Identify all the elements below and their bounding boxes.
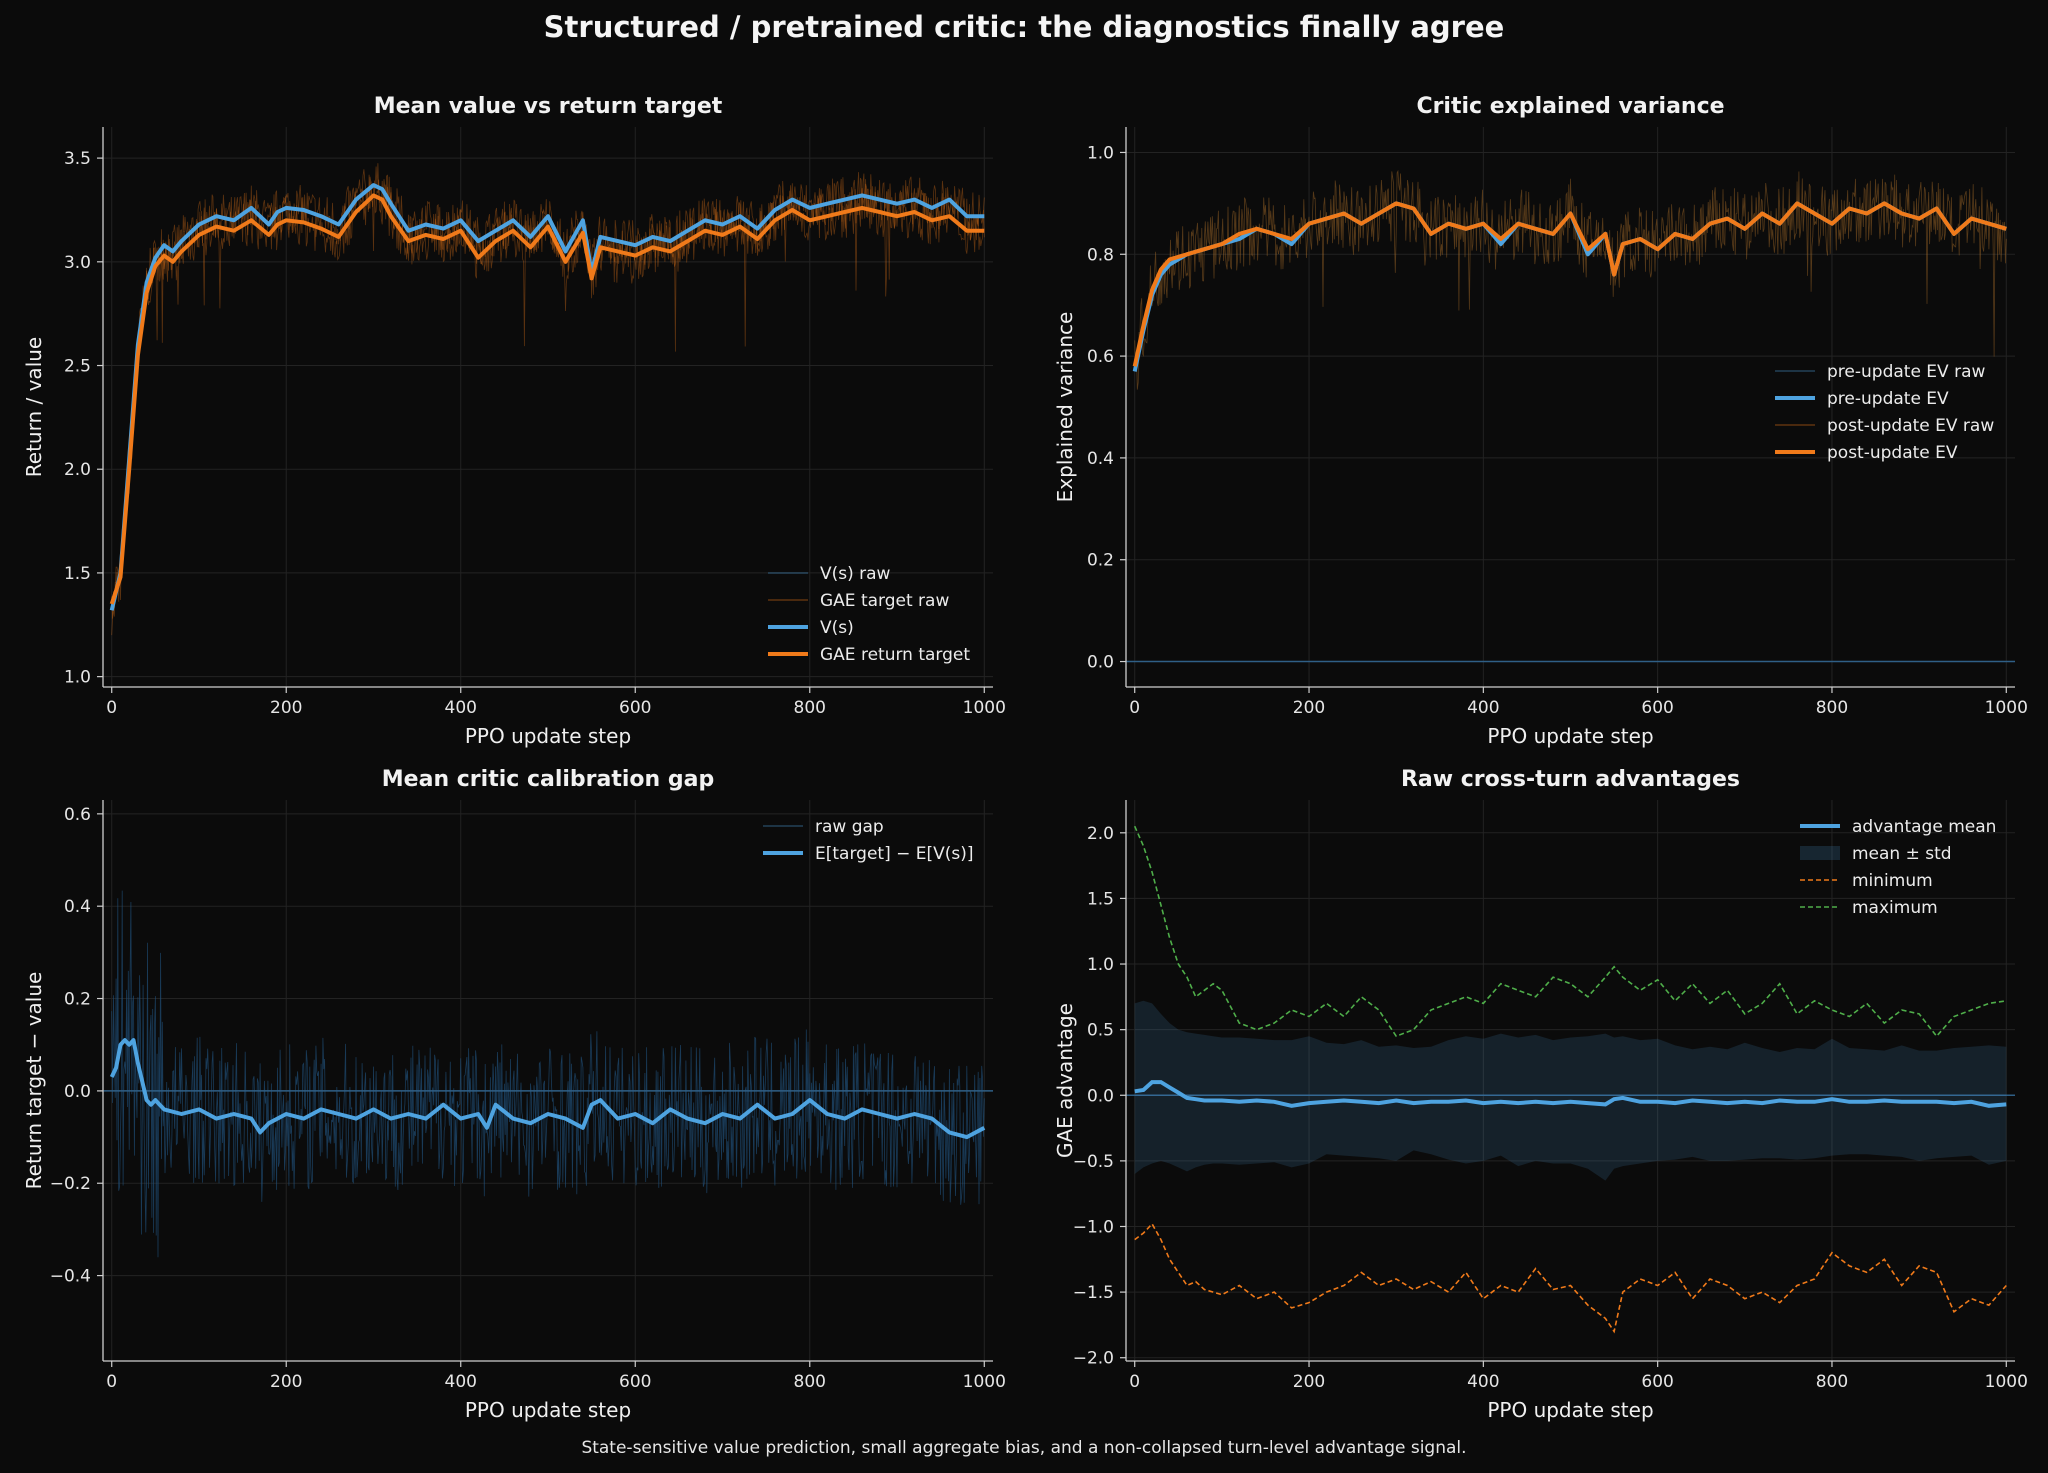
x-tick-label: 1000 <box>963 1372 1006 1392</box>
y-tick-label: −1.0 <box>1073 1217 1114 1237</box>
panel-calibration-gap: 0 200 400 600 800 1000 −0.4 −0.2 0.0 0.2 0.4 0.6 Mea… <box>22 767 1006 1422</box>
y-axis-label: Return target − value <box>22 972 46 1190</box>
y-tick-label: 0.5 <box>1087 1021 1114 1041</box>
legend-label: E[target] − E[V(s)] <box>815 844 974 864</box>
x-tick-label: 800 <box>794 698 826 718</box>
x-tick-label: 400 <box>445 698 477 718</box>
y-axis-label: GAE advantage <box>1053 1003 1077 1158</box>
x-tick-label: 1000 <box>1985 1372 2028 1392</box>
minimum-line <box>1134 1222 2007 1334</box>
y-axis-label: Explained variance <box>1053 312 1077 503</box>
y-tick-label: 1.0 <box>64 668 91 688</box>
x-tick-label: 800 <box>794 1372 826 1392</box>
panel-title: Mean value vs return target <box>374 94 723 119</box>
y-tick-label: 0.0 <box>1087 1086 1114 1106</box>
x-tick-label: 600 <box>619 1372 651 1392</box>
panel-advantages: 0 200 400 600 800 1000 −2.0 −1.5 −1.0 −0.5 0.0 0.5 1… <box>1053 767 2028 1422</box>
x-tick-label: 600 <box>619 698 651 718</box>
y-tick-label: 3.5 <box>64 149 91 169</box>
panel-mean-value: 0 200 400 600 800 1000 1.0 1.5 2.0 2.5 3.0 3.5 Mean … <box>22 94 1006 748</box>
x-tick-label: 200 <box>1293 1372 1325 1392</box>
x-tick-label: 0 <box>1129 1372 1140 1392</box>
legend-swatch <box>1800 846 1840 860</box>
x-axis-label: PPO update step <box>1487 724 1653 748</box>
y-tick-label: 2.5 <box>64 357 91 377</box>
y-tick-label: 0.2 <box>64 990 91 1010</box>
legend-label: advantage mean <box>1852 817 1996 837</box>
x-tick-label: 200 <box>270 1372 302 1392</box>
x-tick-label: 400 <box>1467 1372 1499 1392</box>
y-tick-label: 0.6 <box>64 805 91 825</box>
x-tick-label: 800 <box>1816 698 1848 718</box>
x-tick-label: 400 <box>1467 698 1499 718</box>
y-tick-label: 0.0 <box>64 1082 91 1102</box>
x-axis-label: PPO update step <box>465 724 631 748</box>
legend-label: pre-update EV <box>1827 389 1949 409</box>
legend-label: maximum <box>1852 898 1938 918</box>
y-tick-label: −0.2 <box>50 1174 91 1194</box>
legend-label: post-update EV <box>1827 443 1958 463</box>
y-tick-label: 0.8 <box>1087 245 1114 265</box>
series-line-0 <box>109 1038 986 1140</box>
y-tick-label: 2.0 <box>1087 824 1114 844</box>
x-tick-label: 200 <box>270 698 302 718</box>
y-tick-label: 0.4 <box>64 897 91 917</box>
y-tick-label: 1.0 <box>1087 955 1114 975</box>
series-line-1 <box>109 193 985 605</box>
legend-label: V(s) raw <box>820 564 891 584</box>
legend-label: GAE target raw <box>820 591 949 611</box>
y-tick-label: 1.5 <box>64 564 91 584</box>
x-tick-label: 600 <box>1641 698 1673 718</box>
y-axis-label: Return / value <box>22 337 46 477</box>
advantage-mean-line <box>1134 1080 2007 1108</box>
x-tick-label: 0 <box>106 1372 117 1392</box>
y-tick-label: 1.0 <box>1087 143 1114 163</box>
legend-label: pre-update EV raw <box>1827 362 1985 382</box>
y-tick-label: 0.2 <box>1087 551 1114 571</box>
x-axis-label: PPO update step <box>465 1398 631 1422</box>
std-band <box>1134 1000 2007 1181</box>
x-tick-label: 200 <box>1293 698 1325 718</box>
y-tick-label: 2.0 <box>64 460 91 480</box>
x-tick-label: 0 <box>1129 698 1140 718</box>
maximum-line <box>1133 825 2007 1038</box>
series-line-1 <box>1132 201 2007 367</box>
legend-label: V(s) <box>820 618 854 638</box>
figure-title: Structured / pretrained critic: the diag… <box>543 10 1505 44</box>
legend-label: raw gap <box>815 817 884 837</box>
panel-title: Raw cross-turn advantages <box>1401 767 1740 792</box>
legend-label: mean ± std <box>1852 844 1952 864</box>
x-tick-label: 400 <box>445 1372 477 1392</box>
panel-title: Mean critic calibration gap <box>382 767 714 792</box>
panel-title: Critic explained variance <box>1416 94 1724 119</box>
x-tick-label: 1000 <box>1985 698 2028 718</box>
x-tick-label: 1000 <box>963 698 1006 718</box>
y-tick-label: 1.5 <box>1087 889 1114 909</box>
y-tick-label: 0.6 <box>1087 347 1114 367</box>
legend-label: GAE return target <box>820 645 970 665</box>
y-tick-label: −0.5 <box>1073 1152 1114 1172</box>
y-tick-label: −2.0 <box>1073 1349 1114 1369</box>
y-tick-label: 0.0 <box>1087 653 1114 673</box>
y-tick-label: −1.5 <box>1073 1283 1114 1303</box>
legend-label: post-update EV raw <box>1827 416 1994 436</box>
legend-label: minimum <box>1852 871 1933 891</box>
y-tick-label: 0.4 <box>1087 449 1114 469</box>
y-tick-label: 3.0 <box>64 253 91 273</box>
raw-trace <box>111 163 985 636</box>
x-axis-label: PPO update step <box>1487 1398 1653 1422</box>
raw-trace <box>111 176 985 619</box>
x-tick-label: 0 <box>106 698 117 718</box>
figure-caption: State-sensitive value prediction, small … <box>581 1438 1467 1458</box>
x-tick-label: 800 <box>1816 1372 1848 1392</box>
raw-trace <box>1134 169 2007 390</box>
x-tick-label: 600 <box>1641 1372 1673 1392</box>
y-tick-label: −0.4 <box>50 1267 91 1287</box>
panel-explained-variance: 0 200 400 600 800 1000 0.0 0.2 0.4 0.6 0.8 1.0 Criti… <box>1053 94 2028 748</box>
series-line-0 <box>109 183 985 611</box>
